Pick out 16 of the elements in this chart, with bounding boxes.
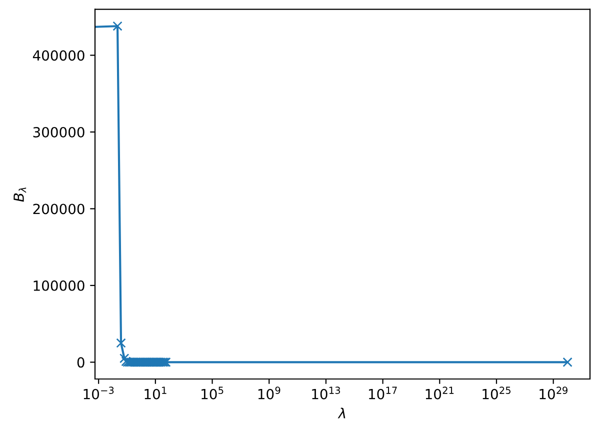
x-axis-title: λ bbox=[338, 408, 346, 418]
x-tick-label: 10$^{−3}$ bbox=[84, 386, 114, 400]
y-tick-label: 200000 bbox=[33, 204, 84, 214]
x-tick-label: 10$^{25}$ bbox=[482, 386, 510, 400]
x-tick-label: 10$^{29}$ bbox=[540, 386, 568, 400]
x-tick-label: 10$^{9}$ bbox=[258, 386, 280, 400]
y-axis-title: B$_{λ}$ bbox=[14, 188, 26, 202]
y-tick-label: 100000 bbox=[34, 280, 84, 291]
y-tick-label: 400000 bbox=[32, 50, 84, 61]
y-tick-label: 300000 bbox=[33, 126, 84, 138]
x-tick-label: 10$^{13}$ bbox=[312, 386, 340, 400]
y-tick-label: 0 bbox=[77, 357, 84, 368]
x-tick-label: 10$^{17}$ bbox=[368, 386, 397, 400]
x-tick-label: 10$^{5}$ bbox=[202, 386, 224, 400]
x-tick-label: 10$^{21}$ bbox=[426, 386, 454, 400]
x-tick-label: 10$^{1}$ bbox=[144, 386, 166, 400]
